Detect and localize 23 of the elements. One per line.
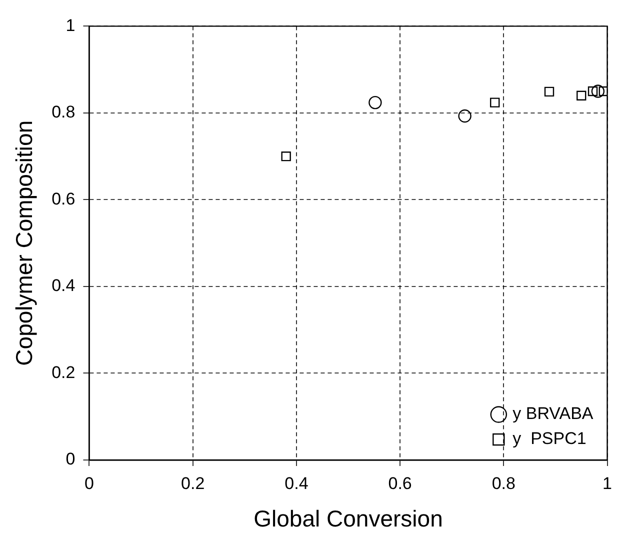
x-tick-label: 0 [84,474,94,493]
y-tick-label: 0.4 [52,276,76,296]
point [591,84,605,98]
legend-label: y PSPC1 [512,429,586,448]
x-tick-label: 0.4 [284,474,308,493]
y-tick-label: 0.2 [52,362,76,382]
x-tick-label: 1 [602,474,612,493]
point [458,109,472,123]
point [368,96,382,110]
y-tick-label: 0 [66,450,76,469]
y-tick-label: 0.6 [52,189,76,208]
x-axis-title: Global Conversion [254,506,443,532]
legend-label: y BRVABA [512,404,594,424]
point [490,98,500,108]
y-tick-label: 0.8 [52,102,76,122]
y-axis-title: Copolymer Composition [11,120,38,366]
point [281,152,291,162]
x-tick-label: 0.2 [181,474,205,493]
point [576,90,586,100]
x-tick-label: 0.6 [388,474,412,493]
x-tick-label: 0.8 [492,474,516,493]
y-tick-label: 1 [66,16,76,35]
point [544,86,554,97]
